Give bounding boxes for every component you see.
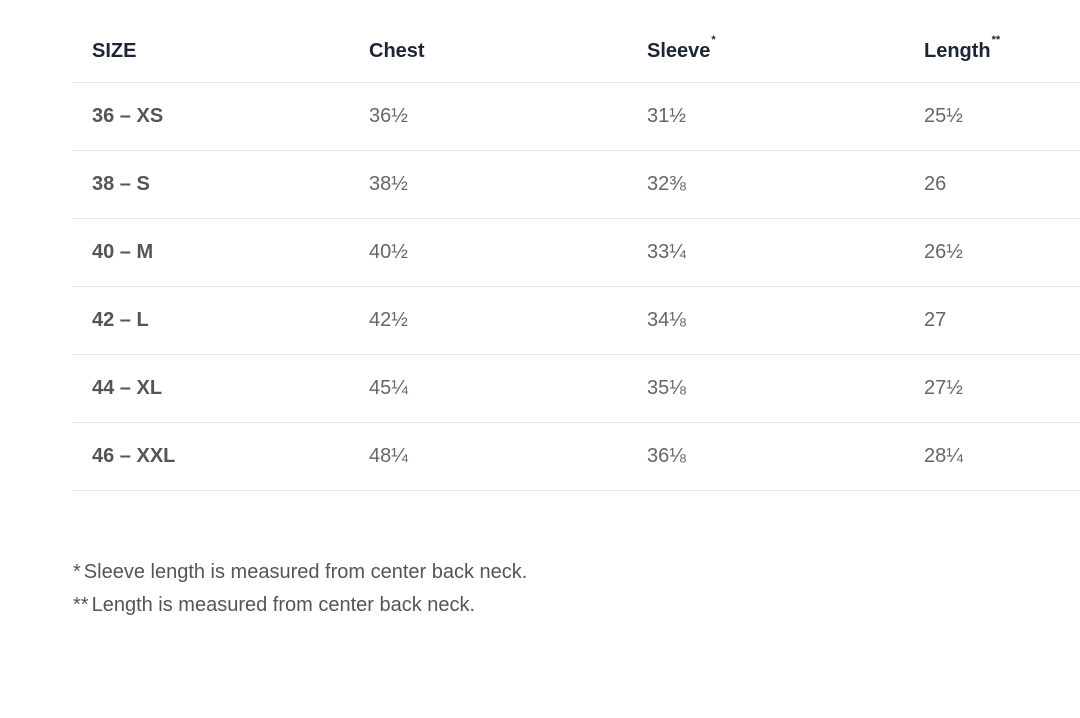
measure-cell: 45¼ [350,354,628,423]
header-text: Sleeve [647,39,711,62]
measure-cell: 36⅛ [628,422,905,491]
header-note-mark: ** [991,33,1001,46]
footnote-text: Sleeve length is measured from center ba… [83,561,528,583]
measure-cell: 38½ [350,150,628,219]
measure-cell: 32⅜ [628,150,905,219]
header-cell: SIZE [73,20,350,83]
header-cell: Sleeve* [628,20,905,83]
table-body: 36 – XS 36½ 31½ 25½ 38 – S 38½ 32⅜ 26 40 – M 40½ 3… [73,82,1080,491]
footnotes: * Sleeve length is measured from center b… [73,556,527,622]
table-row: 46 – XXL 48¼ 36⅛ 28¼ [73,422,1080,491]
size-cell: 36 – XS [73,82,350,151]
size-cell: 40 – M [73,218,350,287]
measure-cell: 42½ [350,286,628,355]
table-row: 42 – L 42½ 34⅛ 27 [73,286,1080,355]
table-row: 36 – XS 36½ 31½ 25½ [73,82,1080,151]
measure-cell: 36½ [350,82,628,151]
measure-cell: 48¼ [350,422,628,491]
measure-cell: 27 [905,286,1080,355]
header-text: Chest [369,39,425,62]
measure-cell: 26½ [905,218,1080,287]
measure-cell: 35⅛ [628,354,905,423]
measure-cell: 33¼ [628,218,905,287]
footnote: * Sleeve length is measured from center b… [73,556,527,589]
header-note-mark: * [711,33,716,46]
header-row: SIZE Chest Sleeve* Length** [73,20,1080,83]
footnote-mark: ** [73,594,89,616]
size-cell: 46 – XXL [73,422,350,491]
table-row: 38 – S 38½ 32⅜ 26 [73,150,1080,219]
measure-cell: 34⅛ [628,286,905,355]
footnote-text: Length is measured from center back neck… [91,594,476,616]
size-cell: 42 – L [73,286,350,355]
header-text: Length [924,39,991,62]
table-row: 40 – M 40½ 33¼ 26½ [73,218,1080,287]
header-text: SIZE [92,39,137,62]
table-row: 44 – XL 45¼ 35⅛ 27½ [73,354,1080,423]
footnote: ** Length is measured from center back ne… [73,589,527,622]
header-cell: Chest [350,20,628,83]
size-cell: 44 – XL [73,354,350,423]
measure-cell: 28¼ [905,422,1080,491]
measure-cell: 27½ [905,354,1080,423]
footnote-mark: * [73,561,81,583]
measure-cell: 25½ [905,82,1080,151]
measure-cell: 40½ [350,218,628,287]
size-table: SIZE Chest Sleeve* Length** 36 – XS 36½ 31½ 25… [73,20,1080,491]
measure-cell: 26 [905,150,1080,219]
measure-cell: 31½ [628,82,905,151]
size-cell: 38 – S [73,150,350,219]
header-cell: Length** [905,20,1080,83]
